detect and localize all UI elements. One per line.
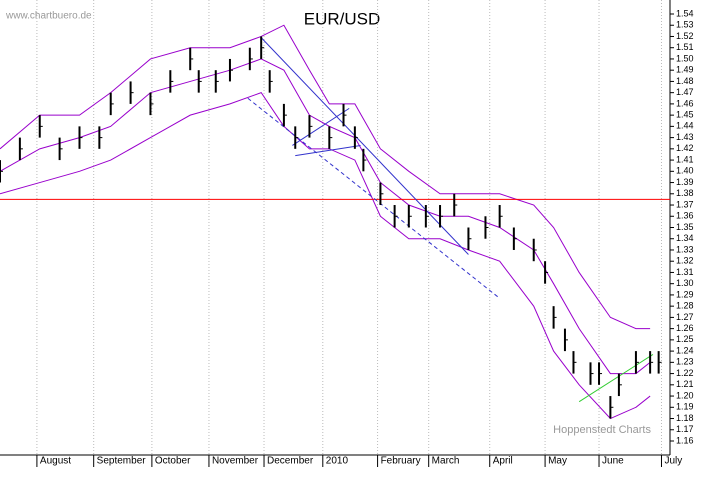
y-tick-label: 1.41 <box>676 154 694 164</box>
y-tick-label: 1.26 <box>676 323 694 333</box>
band-lower <box>0 92 651 420</box>
trend-line <box>295 144 361 157</box>
x-tick-label: September <box>97 456 147 467</box>
y-tick-label: 1.17 <box>676 424 694 434</box>
y-tick-label: 1.25 <box>676 334 694 344</box>
trend-line <box>292 107 350 146</box>
x-tick-label: July <box>664 456 682 467</box>
x-tick-label: March <box>432 456 460 467</box>
y-tick-label: 1.36 <box>676 211 694 221</box>
trend-line <box>578 354 654 403</box>
y-tick-label: 1.34 <box>676 233 694 243</box>
y-tick-label: 1.54 <box>676 8 694 18</box>
y-tick-label: 1.29 <box>676 289 694 299</box>
y-tick-label: 1.19 <box>676 402 694 412</box>
y-tick-label: 1.53 <box>676 20 694 30</box>
trend-line <box>247 97 500 299</box>
x-tick-label: June <box>602 456 624 467</box>
y-tick-label: 1.18 <box>676 413 694 423</box>
y-tick-label: 1.38 <box>676 188 694 198</box>
y-tick-label: 1.16 <box>676 435 694 445</box>
y-tick-label: 1.35 <box>676 222 694 232</box>
y-tick-label: 1.42 <box>676 143 694 153</box>
y-tick-label: 1.50 <box>676 53 694 63</box>
band-upper <box>0 24 651 330</box>
y-tick-label: 1.40 <box>676 166 694 176</box>
x-tick-label: November <box>212 456 259 467</box>
y-tick-label: 1.32 <box>676 256 694 266</box>
x-tick-label: October <box>155 456 191 467</box>
y-tick-label: 1.20 <box>676 390 694 400</box>
x-tick-label: April <box>493 456 513 467</box>
chart-title: EUR/USD <box>304 9 381 28</box>
y-tick-label: 1.49 <box>676 65 694 75</box>
y-tick-label: 1.46 <box>676 98 694 108</box>
y-tick-label: 1.33 <box>676 244 694 254</box>
watermark: www.chartbuero.de <box>5 11 92 22</box>
x-tick-label: May <box>548 456 567 467</box>
source-note: Hoppenstedt Charts <box>553 424 651 436</box>
x-tick-label: August <box>40 456 71 467</box>
y-tick-label: 1.21 <box>676 379 694 389</box>
y-tick-label: 1.23 <box>676 357 694 367</box>
y-tick-label: 1.45 <box>676 110 694 120</box>
x-tick-label: December <box>267 456 314 467</box>
y-tick-label: 1.22 <box>676 368 694 378</box>
y-tick-label: 1.43 <box>676 132 694 142</box>
y-tick-label: 1.30 <box>676 278 694 288</box>
y-tick-label: 1.52 <box>676 31 694 41</box>
x-tick-label: February <box>381 456 421 467</box>
y-tick-label: 1.48 <box>676 76 694 86</box>
y-tick-label: 1.37 <box>676 199 694 209</box>
y-tick-label: 1.47 <box>676 87 694 97</box>
y-tick-label: 1.24 <box>676 345 694 355</box>
trend-line <box>260 37 469 255</box>
y-tick-label: 1.31 <box>676 267 694 277</box>
y-tick-label: 1.28 <box>676 301 694 311</box>
x-tick-label: 2010 <box>326 456 349 467</box>
y-tick-label: 1.39 <box>676 177 694 187</box>
y-tick-label: 1.44 <box>676 121 694 131</box>
y-tick-label: 1.27 <box>676 312 694 322</box>
y-tick-label: 1.51 <box>676 42 694 52</box>
